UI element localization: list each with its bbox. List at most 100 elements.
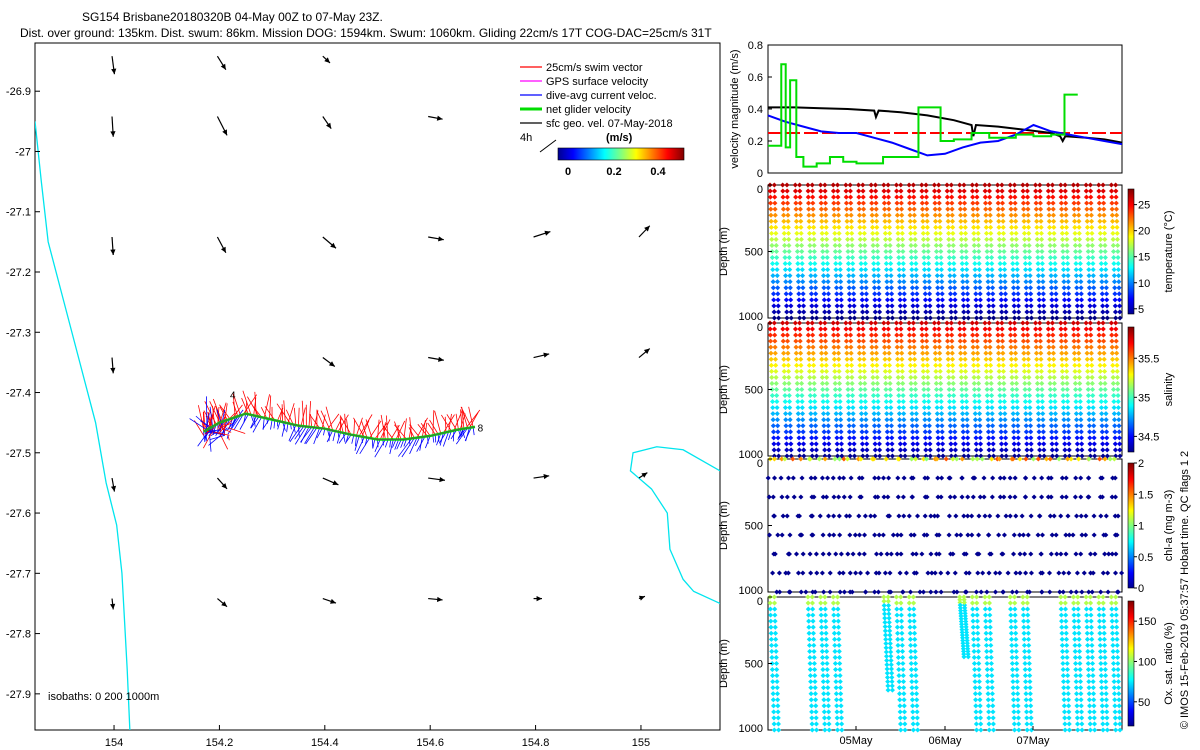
temperature-point xyxy=(1053,291,1059,297)
temperature-point xyxy=(1059,206,1065,212)
temperature-point xyxy=(798,224,804,230)
temperature-point xyxy=(845,261,851,267)
temperature-point xyxy=(1015,291,1021,297)
swim-vector xyxy=(377,419,380,440)
temperature-point xyxy=(1037,182,1043,188)
temperature-point xyxy=(909,279,915,285)
temperature-point xyxy=(810,218,816,224)
start-vector xyxy=(217,402,227,431)
temperature-point xyxy=(1074,279,1080,285)
temperature-point xyxy=(899,218,905,224)
dac-vector xyxy=(425,435,431,449)
temperature-point xyxy=(1003,309,1009,315)
dac-vector xyxy=(277,421,281,430)
temperature-point xyxy=(1039,261,1045,267)
start-vector xyxy=(209,406,214,435)
temperature-point xyxy=(774,279,781,285)
temperature-point xyxy=(848,218,854,224)
temperature-point xyxy=(1034,236,1040,242)
temperature-point xyxy=(1053,279,1059,285)
temperature-point xyxy=(768,218,774,224)
oxygen-ytick-label: 500 xyxy=(745,659,763,671)
temperature-point xyxy=(1025,212,1031,218)
temperature-point xyxy=(1050,206,1056,212)
temperature-point xyxy=(849,242,855,249)
dac-vector xyxy=(389,439,394,455)
temperature-point xyxy=(886,206,892,212)
temperature-point xyxy=(926,279,932,285)
temperature-point xyxy=(1026,242,1032,249)
temperature-point xyxy=(1013,224,1019,230)
temperature-point xyxy=(889,315,895,321)
temperature-point xyxy=(923,315,929,321)
velocity-ytick-label: 0.6 xyxy=(748,72,763,84)
velocity-ytick-label: 0.4 xyxy=(748,104,763,116)
start-vector xyxy=(208,434,222,446)
temperature-point xyxy=(983,224,989,230)
temperature-point xyxy=(833,254,839,261)
temperature-point xyxy=(899,224,905,230)
temperature-point xyxy=(1066,315,1072,321)
temperature-point xyxy=(985,285,991,291)
temperature-point xyxy=(952,303,958,309)
temperature-point xyxy=(872,291,878,297)
chla-ctick-label: 2 xyxy=(1138,458,1144,470)
temperature-point xyxy=(795,267,801,273)
temperature-point xyxy=(998,279,1004,285)
temperature-point xyxy=(939,285,945,291)
map-ytick-label: -27.9 xyxy=(6,689,31,701)
temperature-point xyxy=(1011,291,1017,297)
figure-title: SG154 Brisbane20180320B 04-May 00Z to 07… xyxy=(82,10,383,24)
temperature-point xyxy=(896,254,902,261)
temperature-point xyxy=(1058,188,1064,194)
temperature-point xyxy=(922,291,928,297)
temperature-point xyxy=(896,261,902,267)
temperature-point xyxy=(915,315,921,321)
temperature-point xyxy=(914,291,920,297)
dac-vector xyxy=(332,431,336,442)
temperature-point xyxy=(973,303,979,309)
temperature-point xyxy=(775,291,781,297)
temperature-point xyxy=(787,279,793,285)
temperature-point xyxy=(926,267,932,273)
geo-vector-10-head xyxy=(438,236,444,242)
temperature-point xyxy=(1051,242,1057,249)
temperature-point xyxy=(1048,279,1054,285)
geo-vector-2-head xyxy=(324,57,331,63)
temperature-point xyxy=(908,230,914,236)
temperature-point xyxy=(1010,254,1016,261)
start-vector xyxy=(209,401,224,431)
temperature-point xyxy=(927,303,933,309)
temperature-point xyxy=(909,273,915,279)
temperature-point xyxy=(910,291,916,297)
temperature-point xyxy=(1041,309,1047,315)
coastline xyxy=(35,121,131,730)
temperature-point xyxy=(1023,279,1029,285)
temperature-point xyxy=(1078,291,1084,297)
dive-vectors xyxy=(189,390,481,458)
temperature-point xyxy=(1015,303,1022,309)
temperature-point xyxy=(1027,261,1033,267)
temperature-point xyxy=(1079,303,1085,309)
temperature-point xyxy=(1058,194,1064,200)
swim-vector xyxy=(264,406,276,421)
temperature-point xyxy=(821,279,827,285)
swim-vector xyxy=(358,414,373,437)
temperature-point xyxy=(1072,236,1078,242)
temperature-point xyxy=(788,315,794,321)
dac-vector xyxy=(336,432,341,444)
temperature-point xyxy=(1046,218,1052,224)
temperature-point xyxy=(1050,188,1056,194)
temperature-point xyxy=(838,297,844,303)
temperature-point xyxy=(909,267,915,273)
temperature-point xyxy=(807,254,813,261)
temperature-point xyxy=(768,224,774,230)
temperature-point xyxy=(932,206,938,212)
temperature-point xyxy=(1061,297,1068,303)
dac-vector xyxy=(374,439,381,453)
swim-vector xyxy=(242,394,257,415)
temperature-point xyxy=(1065,267,1071,273)
temperature-point xyxy=(964,267,970,273)
island-isobath xyxy=(629,446,720,605)
oxygen-ctick-label: 100 xyxy=(1138,656,1156,668)
